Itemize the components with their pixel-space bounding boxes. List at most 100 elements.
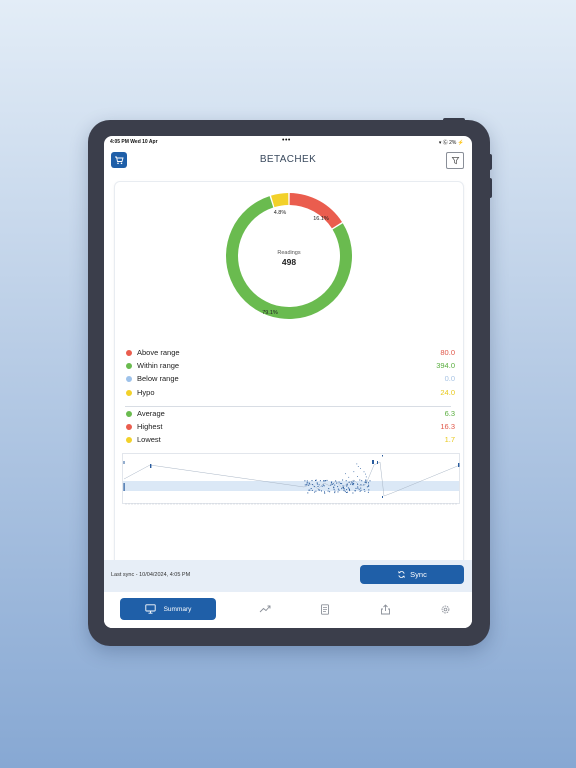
trend-point xyxy=(345,492,347,493)
trend-point xyxy=(321,490,322,492)
trend-point xyxy=(352,492,354,494)
tab-report[interactable] xyxy=(313,598,337,620)
trend-point xyxy=(338,489,340,491)
trend-point xyxy=(341,488,343,490)
legend-value: 24.0 xyxy=(440,387,455,397)
donut-label-within: 79.1% xyxy=(262,310,278,316)
readings-trend-chart[interactable] xyxy=(122,453,460,505)
legend-value: 394.0 xyxy=(436,361,455,371)
trend-point xyxy=(368,482,369,484)
trend-point xyxy=(353,471,355,473)
sync-button[interactable]: Sync xyxy=(360,565,464,584)
stat-label: Average xyxy=(137,409,165,418)
report-icon xyxy=(321,603,329,615)
trend-point xyxy=(382,496,383,498)
trend-point xyxy=(345,473,346,475)
tab-summary[interactable]: Summary xyxy=(120,598,216,620)
trend-point xyxy=(342,479,344,481)
legend-row-hypo[interactable]: Hypo 24.0 xyxy=(123,387,455,400)
donut-segment-above-range[interactable] xyxy=(289,193,342,229)
trend-point xyxy=(342,487,344,488)
trend-point xyxy=(366,486,368,488)
stat-dot xyxy=(126,437,132,444)
trend-point xyxy=(341,483,343,485)
trend-point xyxy=(365,480,367,482)
trend-point xyxy=(334,490,336,492)
legend-value: 80.0 xyxy=(440,348,455,357)
app-logo: BETACHEK xyxy=(259,154,317,165)
trend-point xyxy=(344,490,346,492)
trend-point xyxy=(308,484,310,486)
trend-point xyxy=(360,468,361,469)
trend-point xyxy=(346,483,348,485)
trend-point xyxy=(306,484,308,486)
trend-point xyxy=(351,483,353,485)
trend-point xyxy=(363,484,365,486)
trend-point xyxy=(368,489,370,491)
trend-point xyxy=(304,484,306,486)
trend-point xyxy=(337,491,339,493)
trend-point xyxy=(314,491,316,493)
trend-point xyxy=(363,471,365,473)
trend-point xyxy=(357,476,358,477)
trend-point xyxy=(339,482,341,484)
trend-point xyxy=(382,455,383,457)
trend-point xyxy=(360,489,362,491)
status-indicators: ▾ Ⓖ 2% ⚡ xyxy=(438,140,464,146)
legend-row-within[interactable]: Within range 394.0 xyxy=(123,360,455,373)
gear-icon xyxy=(441,605,449,613)
trend-point xyxy=(324,491,325,493)
filter-button[interactable] xyxy=(446,152,464,169)
donut-label-above: 16.1% xyxy=(313,216,329,222)
trend-point xyxy=(368,485,370,487)
trend-point xyxy=(346,485,348,487)
stat-row-average: Average 6.3 xyxy=(123,408,455,421)
trend-point xyxy=(346,489,348,491)
tab-trends[interactable] xyxy=(253,598,277,620)
multitask-dots[interactable]: ••• xyxy=(282,137,291,144)
trend-point xyxy=(308,482,310,484)
trend-point xyxy=(335,480,337,482)
trend-point xyxy=(353,480,355,482)
share-icon xyxy=(380,603,390,614)
trend-point xyxy=(347,487,349,489)
readings-donut-chart: Readings 498 16.1% 79.1% 4.8% xyxy=(226,193,352,319)
stat-value: 6.3 xyxy=(444,409,455,418)
trend-point xyxy=(364,481,366,483)
status-bar: 4:05 PM Wed 10 Apr ••• ▾ Ⓖ 2% ⚡ xyxy=(104,136,472,148)
trend-point xyxy=(357,487,359,489)
trend-point xyxy=(337,488,339,490)
trend-point xyxy=(329,491,331,493)
range-legend: Above range 80.0 Within range 394.0 Belo… xyxy=(123,347,455,400)
trend-point xyxy=(327,490,329,492)
tab-share[interactable] xyxy=(373,598,397,620)
filter-icon xyxy=(451,156,459,165)
stat-row-highest: Highest 16.3 xyxy=(123,421,455,434)
legend-dot xyxy=(126,376,132,383)
trend-point xyxy=(346,491,348,493)
cart-button[interactable] xyxy=(111,152,127,168)
trend-point xyxy=(356,463,358,465)
trend-point xyxy=(351,481,353,483)
trend-point xyxy=(353,483,355,485)
trend-point xyxy=(343,490,345,492)
trend-points xyxy=(123,455,460,498)
trend-point xyxy=(342,485,344,487)
legend-dot xyxy=(126,350,132,356)
tab-settings[interactable] xyxy=(433,598,457,620)
trend-point xyxy=(352,484,354,486)
trend-point xyxy=(365,482,367,484)
trend-point xyxy=(123,461,125,464)
donut-segment-hypo[interactable] xyxy=(271,193,289,208)
trend-point xyxy=(334,492,336,494)
sync-bar: Last sync - 10/04/2024, 4:05 PM Sync xyxy=(104,560,472,592)
trend-point xyxy=(330,482,332,484)
legend-row-below[interactable]: Below range 0.0 xyxy=(123,373,455,386)
legend-row-above[interactable]: Above range 80.0 xyxy=(123,347,455,360)
trend-point xyxy=(315,479,317,481)
trend-point xyxy=(332,483,334,485)
trend-point xyxy=(348,476,350,478)
trend-point xyxy=(308,489,310,491)
trend-point xyxy=(377,461,378,464)
trend-point xyxy=(306,480,308,482)
